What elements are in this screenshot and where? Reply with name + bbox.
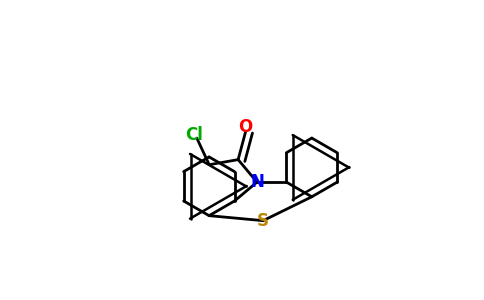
Text: Cl: Cl	[185, 126, 203, 144]
Text: S: S	[257, 212, 269, 230]
Text: O: O	[239, 118, 253, 136]
Text: N: N	[250, 173, 264, 191]
